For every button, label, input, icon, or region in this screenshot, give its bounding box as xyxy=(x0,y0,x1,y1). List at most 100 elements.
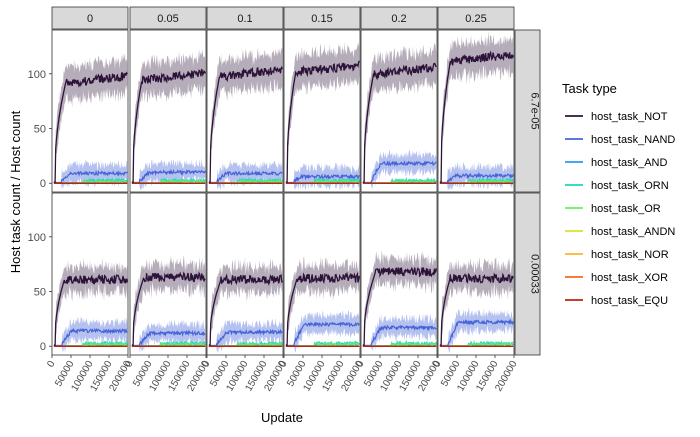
legend-label: host_task_NOT xyxy=(591,111,668,123)
x-tick-label-zero: 0 xyxy=(431,359,444,370)
not-line xyxy=(131,271,206,346)
legend-item: host_task_EQU xyxy=(565,295,668,307)
not-line xyxy=(53,71,128,183)
x-tick-label-zero: 0 xyxy=(123,359,136,370)
nand-line xyxy=(285,321,360,347)
column-strip-label: 0 xyxy=(87,13,93,25)
not-ribbon xyxy=(439,31,514,184)
nand-line xyxy=(362,160,437,184)
legend-label: host_task_OR xyxy=(591,203,661,215)
column-strip: 0.2 xyxy=(360,6,438,30)
nand-line xyxy=(362,324,437,347)
nand-ribbon xyxy=(53,316,128,353)
legend-item: host_task_NOR xyxy=(565,249,669,261)
x-tick-label-zero: 0 xyxy=(200,359,213,370)
not-line xyxy=(53,273,128,346)
panel-border xyxy=(437,192,515,356)
nand-line xyxy=(208,170,283,184)
legend-label: host_task_AND xyxy=(591,157,667,169)
panel-border xyxy=(206,29,284,193)
y-tick-label: 100 xyxy=(28,232,46,244)
facet-panel xyxy=(360,192,438,356)
column-strip-label: 0.05 xyxy=(157,13,178,25)
not-line xyxy=(439,50,514,183)
legend-item: host_task_ANDN xyxy=(565,226,675,238)
column-strip-background xyxy=(129,6,207,30)
facet-panel xyxy=(283,29,361,193)
legend-label: host_task_ANDN xyxy=(591,226,675,238)
column-strip: 0.1 xyxy=(206,6,284,30)
nand-line xyxy=(285,173,360,184)
legend-label: host_task_NAND xyxy=(591,134,675,146)
legend-item: host_task_NAND xyxy=(565,134,675,146)
not-line xyxy=(285,271,360,346)
row-strip: 0.00033 xyxy=(514,192,541,356)
panel-border xyxy=(129,29,207,193)
nand-line xyxy=(131,168,206,184)
row-strip: 6.7e-05 xyxy=(514,29,541,193)
column-strip-background xyxy=(437,6,515,30)
facet-panel xyxy=(437,192,515,356)
panel-border xyxy=(206,192,284,356)
x-tick-label-zero: 0 xyxy=(354,359,367,370)
legend-title: Task type xyxy=(562,81,617,96)
facet-panel xyxy=(129,29,207,193)
nand-ribbon xyxy=(439,307,514,353)
legend-label: host_task_ORN xyxy=(591,180,669,192)
not-line xyxy=(208,273,283,346)
nand-ribbon xyxy=(131,319,206,353)
facet-panel xyxy=(283,192,361,356)
panel-border xyxy=(51,192,129,356)
not-line xyxy=(285,60,360,183)
column-strip-label: 0.25 xyxy=(465,13,486,25)
column-strip: 0.15 xyxy=(283,6,361,30)
y-tick-label: 50 xyxy=(34,287,46,299)
column-strip-label: 0.15 xyxy=(311,13,332,25)
facet-panel xyxy=(51,29,129,193)
y-tick-label: 0 xyxy=(40,178,46,190)
column-strip-background xyxy=(283,6,361,30)
row-strip-label: 6.7e-05 xyxy=(529,92,541,129)
nand-ribbon xyxy=(362,149,437,190)
facet-panel xyxy=(360,29,438,193)
not-line xyxy=(439,272,514,346)
column-strip: 0 xyxy=(51,6,129,30)
y-tick-label: 50 xyxy=(34,124,46,136)
nand-ribbon xyxy=(53,159,128,190)
x-axis-title: Update xyxy=(261,410,303,425)
nand-line xyxy=(439,171,514,184)
column-strip-label: 0.1 xyxy=(237,13,252,25)
legend-item: host_task_ORN xyxy=(565,180,669,192)
legend-item: host_task_XOR xyxy=(565,272,668,284)
y-tick-label: 100 xyxy=(28,69,46,81)
nand-line xyxy=(131,329,206,347)
nand-line xyxy=(208,328,283,347)
nand-line xyxy=(53,169,128,184)
legend: Task type host_task_NOT host_task_NANDhost… xyxy=(562,81,675,307)
facet-panel xyxy=(129,192,207,356)
legend-label: host_task_NOR xyxy=(591,249,669,261)
row-strip-label: 0.00033 xyxy=(529,254,541,294)
column-strip: 0.25 xyxy=(437,6,515,30)
facet-panel xyxy=(206,29,284,193)
nand-ribbon xyxy=(362,313,437,351)
panel-border xyxy=(283,29,361,193)
x-tick-label-zero: 0 xyxy=(277,359,290,370)
column-strip-background xyxy=(206,6,284,30)
not-ribbon xyxy=(285,41,360,184)
y-axis-title: Host task count / Host count xyxy=(8,110,23,273)
panel-border xyxy=(51,29,129,193)
nand-line xyxy=(439,318,514,347)
not-ribbon xyxy=(362,43,437,184)
not-line xyxy=(208,65,283,183)
not-line xyxy=(362,62,437,183)
legend-item: host_task_OR xyxy=(565,203,661,215)
legend-label: host_task_EQU xyxy=(591,295,668,307)
nand-ribbon xyxy=(285,309,360,353)
nand-ribbon xyxy=(208,318,283,353)
legend-item: host_task_NOT xyxy=(565,111,668,123)
column-strip-label: 0.2 xyxy=(391,13,406,25)
column-strip-background xyxy=(51,6,129,30)
